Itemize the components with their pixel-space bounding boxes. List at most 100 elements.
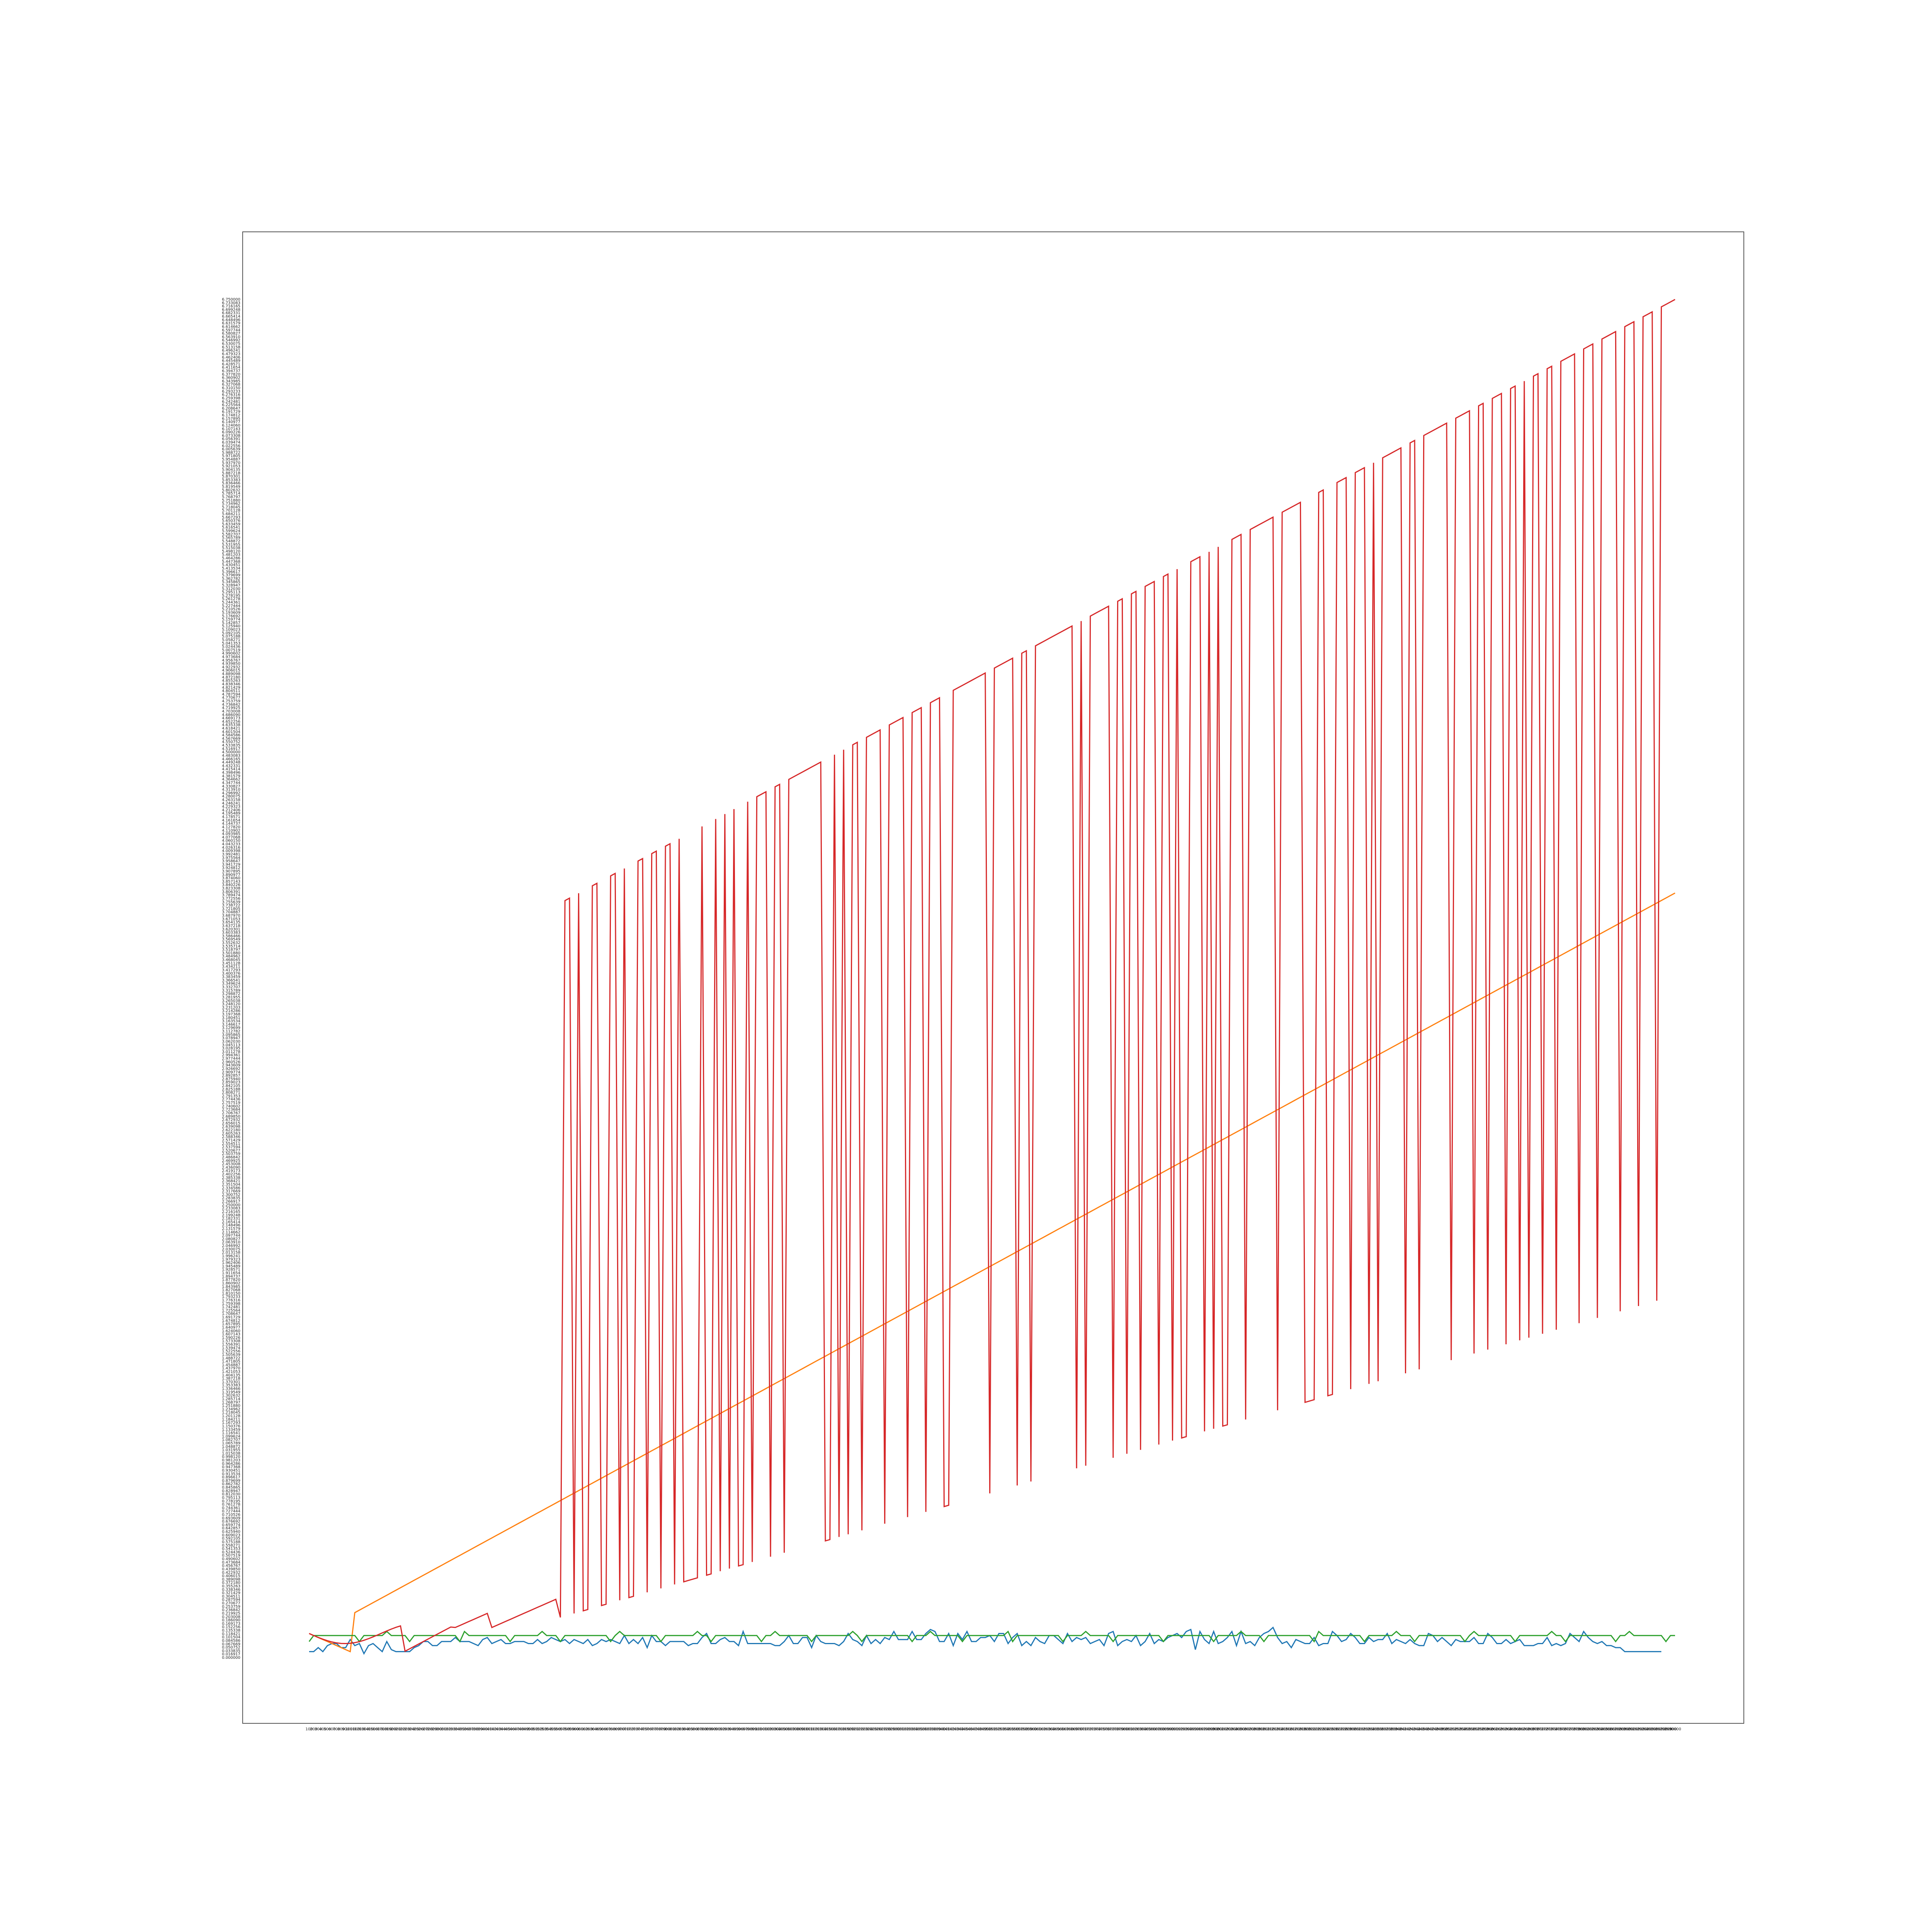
y-tick-label: 2.266917 [222, 1200, 240, 1204]
y-tick-label: 0.676692 [222, 1520, 240, 1524]
y-tick-label: 2.689850 [222, 1114, 240, 1119]
y-tick-label: 0.998120 [222, 1455, 240, 1459]
y-tick-label: 3.975564 [222, 856, 240, 860]
x-tick-label: 26200 [1495, 1727, 1508, 1731]
y-tick-label: 2.148496 [222, 1223, 240, 1228]
y-tick-label: 5.548872 [222, 539, 240, 543]
x-tick-label: 4900 [524, 1727, 533, 1731]
y-tick-label: 5.887218 [222, 471, 240, 475]
x-tick-label: 1100 [350, 1727, 360, 1731]
y-tick-label: 4.584586 [222, 733, 240, 738]
y-tick-label: 4.195489 [222, 811, 240, 816]
y-tick-label: 1.268797 [222, 1400, 240, 1405]
x-tick-label: 26400 [1504, 1727, 1517, 1731]
y-tick-label: 2.453008 [222, 1162, 240, 1167]
x-tick-label: 5100 [532, 1727, 542, 1731]
x-tick-label: 600 [328, 1727, 336, 1731]
x-tick-label: 22500 [1326, 1727, 1338, 1731]
x-tick-label: 24600 [1422, 1727, 1435, 1731]
y-tick-label: 4.178571 [222, 815, 240, 819]
y-tick-label: 2.875940 [222, 1077, 240, 1081]
y-tick-label: 5.853383 [222, 478, 240, 482]
x-tick-label: 2200 [400, 1727, 410, 1731]
y-tick-label: 2.740602 [222, 1104, 240, 1109]
x-tick-label: 2900 [432, 1727, 442, 1731]
y-tick-label: 1.996241 [222, 1254, 240, 1258]
x-tick-label: 25600 [1468, 1727, 1480, 1731]
y-tick-label: 1.471805 [222, 1360, 240, 1364]
x-tick-label: 25500 [1463, 1727, 1476, 1731]
y-tick-label: 0.033835 [222, 1649, 240, 1653]
y-tick-label: 3.011278 [222, 1050, 240, 1054]
y-tick-label: 1.877820 [222, 1278, 240, 1282]
x-tick-label: 23200 [1358, 1727, 1371, 1731]
x-tick-label: 15800 [1020, 1727, 1032, 1731]
y-tick-label: 2.723684 [222, 1108, 240, 1112]
y-tick-label: 4.990602 [222, 651, 240, 656]
y-tick-label: 5.109023 [222, 628, 240, 632]
x-tick-label: 20700 [1244, 1727, 1257, 1731]
y-tick-label: 4.601504 [222, 730, 240, 734]
y-tick-label: 5.396617 [222, 570, 240, 574]
x-tick-label: 2500 [414, 1727, 423, 1731]
y-tick-label: 3.180451 [222, 1016, 240, 1020]
y-tick-label: 1.404135 [222, 1373, 240, 1378]
x-tick-label: 21200 [1267, 1727, 1279, 1731]
x-tick-label: 25000 [1440, 1727, 1453, 1731]
y-tick-label: 5.599624 [222, 529, 240, 533]
y-tick-label: 6.073308 [222, 434, 240, 438]
x-tick-label: 14200 [947, 1727, 959, 1731]
x-tick-label: 17900 [1116, 1727, 1129, 1731]
y-tick-label: 0.000000 [222, 1656, 240, 1660]
y-tick-label: 3.535714 [222, 944, 240, 949]
x-tick-label: 8900 [706, 1727, 716, 1731]
y-tick-label: 5.176692 [222, 614, 240, 618]
y-tick-label: 1.810150 [222, 1291, 240, 1296]
x-tick-label: 28300 [1591, 1727, 1604, 1731]
x-tick-label: 13900 [934, 1727, 946, 1731]
y-tick-label: 0.524436 [222, 1550, 240, 1554]
x-tick-label: 2300 [405, 1727, 414, 1731]
x-tick-label: 26000 [1486, 1727, 1498, 1731]
y-tick-label: 6.157895 [222, 417, 240, 421]
x-tick-label: 28000 [1578, 1727, 1590, 1731]
y-tick-label: 5.582707 [222, 532, 240, 537]
y-tick-label: 6.716165 [222, 304, 240, 309]
y-tick-label: 4.872180 [222, 675, 240, 680]
y-tick-label: 1.048872 [222, 1445, 240, 1449]
y-tick-label: 3.721805 [222, 907, 240, 911]
x-tick-label: 19600 [1194, 1727, 1206, 1731]
y-tick-label: 3.383459 [222, 975, 240, 979]
y-tick-label: 1.387218 [222, 1377, 240, 1381]
y-tick-label: 5.870301 [222, 474, 240, 479]
x-tick-label: 28500 [1600, 1727, 1613, 1731]
y-tick-label: 6.733083 [222, 301, 240, 305]
x-tick-label: 5800 [565, 1727, 574, 1731]
x-tick-label: 15400 [1002, 1727, 1014, 1731]
y-tick-label: 6.276316 [222, 393, 240, 397]
y-tick-label: 4.296992 [222, 791, 240, 795]
y-tick-label: 2.774436 [222, 1097, 240, 1102]
y-tick-label: 4.922932 [222, 665, 240, 669]
y-tick-label: 3.924812 [222, 866, 240, 870]
y-tick-label: 3.586466 [222, 934, 240, 938]
x-tick-label: 18800 [1157, 1727, 1170, 1731]
y-tick-label: 1.776316 [222, 1298, 240, 1303]
x-tick-label: 1700 [377, 1727, 387, 1731]
x-tick-label: 25800 [1477, 1727, 1490, 1731]
y-tick-label: 3.874060 [222, 876, 240, 881]
y-tick-label: 1.894737 [222, 1274, 240, 1279]
y-tick-label: 4.703008 [222, 709, 240, 714]
y-tick-label: 4.009398 [222, 849, 240, 853]
x-tick-label: 3100 [441, 1727, 451, 1731]
x-tick-label: 16700 [1061, 1727, 1074, 1731]
y-tick-label: 3.789474 [222, 893, 240, 898]
y-tick-label: 5.481203 [222, 553, 240, 557]
y-tick-label: 1.167293 [222, 1421, 240, 1425]
x-tick-label: 7000 [619, 1727, 629, 1731]
x-tick-label: 9600 [738, 1727, 748, 1731]
x-tick-label: 20600 [1240, 1727, 1252, 1731]
y-tick-label: 6.411654 [222, 366, 240, 370]
y-tick-label: 1.742481 [222, 1305, 240, 1310]
